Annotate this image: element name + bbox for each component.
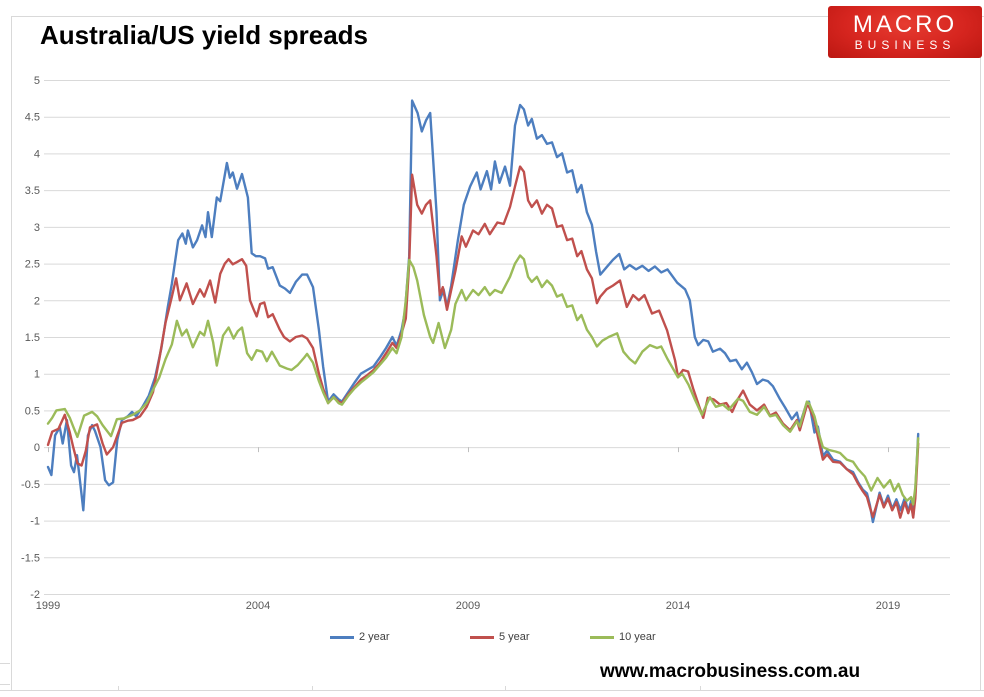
x-tick-label: 1999 [36, 600, 60, 612]
x-tick-label: 2009 [456, 600, 480, 612]
legend-swatch-10-year [590, 635, 614, 639]
sheet-column-tick [312, 686, 313, 690]
y-tick-label: 4 [34, 148, 40, 160]
y-tick-label: 0.5 [25, 405, 40, 417]
chart-frame-top [11, 16, 984, 17]
y-tick-label: 1 [34, 369, 40, 381]
y-tick-label: 2.5 [25, 259, 40, 271]
y-tick-label: 3.5 [25, 185, 40, 197]
legend-item-10-year[interactable]: 10 year [590, 630, 656, 644]
logo-text-business: BUSINESS [854, 37, 956, 52]
series-line-5-year [46, 165, 920, 519]
sheet-bottom-border [0, 690, 984, 691]
y-tick-label: -0.5 [21, 479, 40, 491]
gridlines [44, 80, 950, 595]
x-tick-label: 2004 [246, 600, 270, 612]
sheet-column-tick [700, 686, 701, 690]
y-tick-label: -1 [30, 516, 40, 528]
legend-label-2-year: 2 year [359, 631, 390, 643]
legend-label-10-year: 10 year [619, 631, 656, 643]
legend-item-5-year[interactable]: 5 year [470, 630, 530, 644]
macrobusiness-logo: MACRO BUSINESS [828, 6, 982, 58]
y-tick-label: 4.5 [25, 112, 40, 124]
y-tick-label: -1.5 [21, 552, 40, 564]
y-tick-label: 0 [34, 442, 40, 454]
y-tick-label: 1.5 [25, 332, 40, 344]
logo-text-macro: MACRO [852, 10, 958, 38]
sheet-column-tick [505, 686, 506, 690]
legend-label-5-year: 5 year [499, 631, 530, 643]
y-tick-label: 3 [34, 222, 40, 234]
legend-item-2-year[interactable]: 2 year [330, 630, 390, 644]
x-tick-label: 2019 [876, 600, 900, 612]
chart-frame-left [11, 16, 12, 690]
y-tick-label: 2 [34, 295, 40, 307]
chart-title: Australia/US yield spreads [40, 20, 369, 50]
legend-swatch-5-year [470, 635, 494, 639]
y-tick-label: -2 [30, 589, 40, 601]
website-url: www.macrobusiness.com.au [600, 661, 861, 682]
sheet-column-tick [118, 686, 119, 690]
series-line-10-year [46, 254, 920, 506]
chart-frame-right [980, 16, 981, 690]
y-tick-label: 5 [34, 75, 40, 87]
legend-swatch-2-year [330, 635, 354, 639]
x-tick-label: 2014 [666, 600, 690, 612]
series-line-2-year [46, 99, 920, 524]
sheet-row-tick [0, 663, 10, 664]
sheet-row-tick [0, 684, 10, 685]
data-series [46, 99, 920, 524]
